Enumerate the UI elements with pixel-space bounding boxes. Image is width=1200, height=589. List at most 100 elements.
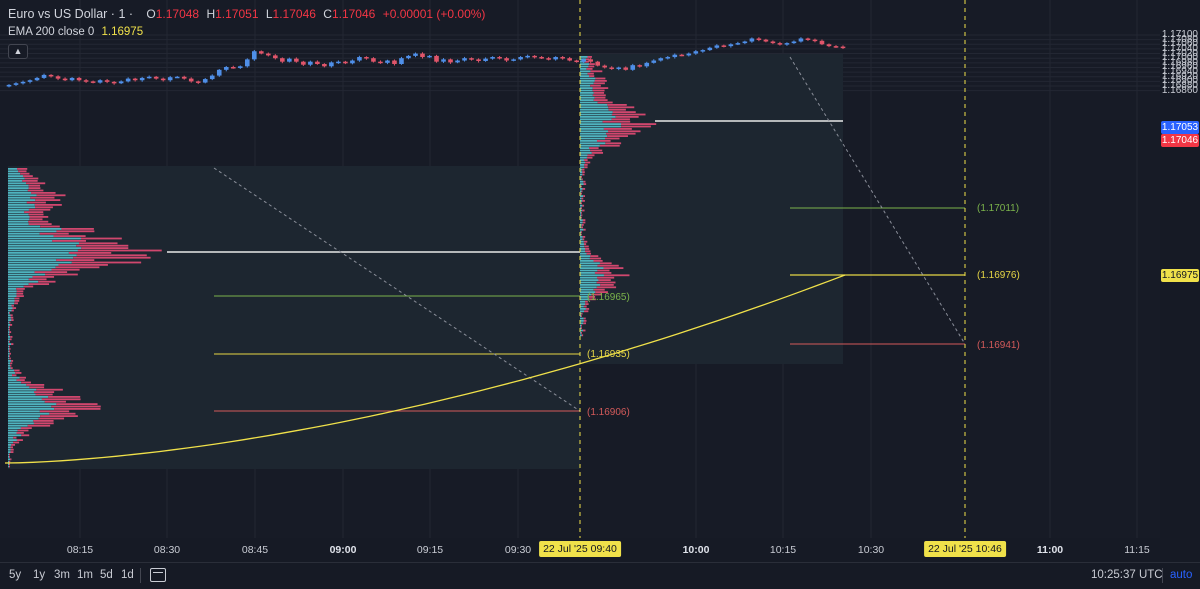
- timeframe-5y[interactable]: 5y: [9, 569, 22, 581]
- volume-profile-bar: [8, 417, 39, 420]
- volume-profile-bar: [580, 303, 586, 305]
- candle-body: [62, 78, 68, 81]
- time-tick-label: 10:15: [769, 544, 797, 556]
- volume-profile-bar: [596, 281, 616, 284]
- price-axis[interactable]: 1.17100 1.17080 1.17060 1.17040 1.17020 1.170…: [1160, 0, 1200, 538]
- volume-profile-bar: [27, 424, 51, 427]
- candle-body: [41, 74, 47, 78]
- volume-profile-bar: [8, 343, 12, 345]
- candle-body: [378, 61, 383, 64]
- volume-profile-bar: [16, 288, 25, 290]
- candle-body: [497, 57, 502, 59]
- candle-body: [581, 59, 586, 62]
- volume-profile-bar: [580, 94, 593, 97]
- candle-body: [574, 60, 579, 63]
- level-label: (1.17011): [977, 203, 1019, 214]
- volume-profile-bar: [580, 298, 590, 301]
- volume-profile-bar: [580, 87, 593, 89]
- volume-profile-bar: [35, 393, 53, 396]
- symbol-legend: Euro vs US Dollar · 1 · O1.17048 H1.1705…: [8, 7, 489, 21]
- volume-profile-bar: [580, 80, 595, 82]
- volume-profile-bar: [8, 211, 25, 213]
- volume-profile-bar: [593, 82, 605, 85]
- volume-profile-bar: [580, 75, 590, 77]
- utc-clock[interactable]: 10:25:37 UTC: [1091, 569, 1163, 581]
- candle-body: [791, 41, 797, 44]
- time-axis[interactable]: 08:15 08:30 08:45 09:00 09:15 09:30 10:00 10:15…: [0, 538, 1160, 562]
- volume-profile-bar: [33, 420, 54, 422]
- volume-profile-bar: [24, 177, 39, 180]
- candle-body: [420, 53, 425, 58]
- volume-profile-bar: [24, 211, 44, 213]
- volume-profile-bar: [581, 334, 584, 337]
- volume-profile-bar: [81, 247, 129, 249]
- volume-profile-bar: [597, 101, 613, 104]
- auto-scale-button[interactable]: auto: [1170, 569, 1193, 581]
- ema-legend[interactable]: EMA 200 close 0 1.16975: [8, 26, 143, 38]
- low-value: 1.17046: [272, 7, 316, 21]
- volume-profile-bar: [583, 322, 587, 325]
- volume-profile-bar: [583, 320, 587, 322]
- candle-body: [518, 57, 523, 60]
- candle-body: [385, 60, 390, 63]
- volume-profile-bar: [29, 216, 49, 218]
- volume-profile-bar: [8, 400, 45, 403]
- timeframe-1d[interactable]: 1d: [121, 569, 134, 581]
- candle-body: [609, 67, 615, 69]
- price-chart[interactable]: (1.16965) (1.16935) (1.16906) (1.17011) (1.1…: [0, 0, 1160, 538]
- volume-profile-bar: [8, 432, 17, 434]
- timeframe-3m[interactable]: 3m: [54, 569, 70, 581]
- candle-body: [280, 58, 285, 62]
- volume-profile-bar: [594, 80, 607, 82]
- volume-profile-bar: [580, 144, 600, 147]
- volume-profile-bar: [594, 96, 606, 99]
- timeframe-1y[interactable]: 1y: [33, 569, 46, 581]
- volume-profile-bar: [10, 367, 13, 369]
- candle-body: [167, 77, 173, 81]
- candle-body: [20, 81, 26, 84]
- price-tick-label: 1.17000: [1161, 52, 1198, 64]
- volume-profile-bar: [605, 142, 622, 145]
- volume-profile-bar: [580, 125, 622, 128]
- volume-profile-bar: [580, 264, 598, 267]
- volume-profile-bar: [8, 372, 16, 374]
- calendar-icon[interactable]: [150, 568, 166, 582]
- timeframe-1m[interactable]: 1m: [77, 569, 93, 581]
- volume-profile-bar: [8, 189, 28, 192]
- volume-profile-bar: [8, 208, 29, 211]
- volume-profile-bar: [580, 65, 589, 68]
- trend-line: [213, 167, 581, 412]
- volume-profile-bar: [54, 408, 101, 410]
- candle-body: [392, 60, 397, 64]
- volume-profile-box: [580, 54, 843, 364]
- volume-profile-bar: [8, 180, 23, 182]
- volume-profile-bar: [580, 288, 594, 291]
- volume-profile-bar: [580, 284, 601, 286]
- candle-body: [735, 43, 741, 45]
- volume-profile-bar: [580, 276, 598, 279]
- volume-profile-bar: [68, 252, 112, 254]
- volume-profile-bar: [580, 168, 583, 171]
- volume-profile-bar: [17, 168, 28, 170]
- volume-profile-bar: [8, 220, 29, 223]
- volume-profile-bar: [587, 154, 595, 157]
- symbol-title[interactable]: Euro vs US Dollar · 1 ·: [8, 7, 134, 21]
- volume-profile-bar: [580, 156, 587, 159]
- volume-profile-bar: [8, 350, 9, 353]
- volume-profile-bar: [580, 231, 582, 233]
- candle-body: [728, 44, 734, 47]
- close-label: C: [323, 7, 332, 21]
- timeframe-5d[interactable]: 5d: [100, 569, 113, 581]
- volume-profile-bar: [582, 236, 586, 238]
- trend-line: [789, 56, 966, 345]
- volume-profile-bar: [8, 175, 24, 177]
- volume-profile-bar: [8, 446, 11, 449]
- volume-profile-bar: [593, 92, 605, 94]
- candle-body: [153, 76, 159, 79]
- candle-body: [567, 58, 572, 61]
- collapse-legend-button[interactable]: ▲: [8, 44, 28, 59]
- volume-profile-bar: [589, 63, 595, 65]
- chart-pane[interactable]: (1.16965) (1.16935) (1.16906) (1.17011) (1.1…: [0, 0, 1160, 538]
- volume-profile-bar: [22, 180, 38, 182]
- volume-profile-bar: [585, 303, 589, 305]
